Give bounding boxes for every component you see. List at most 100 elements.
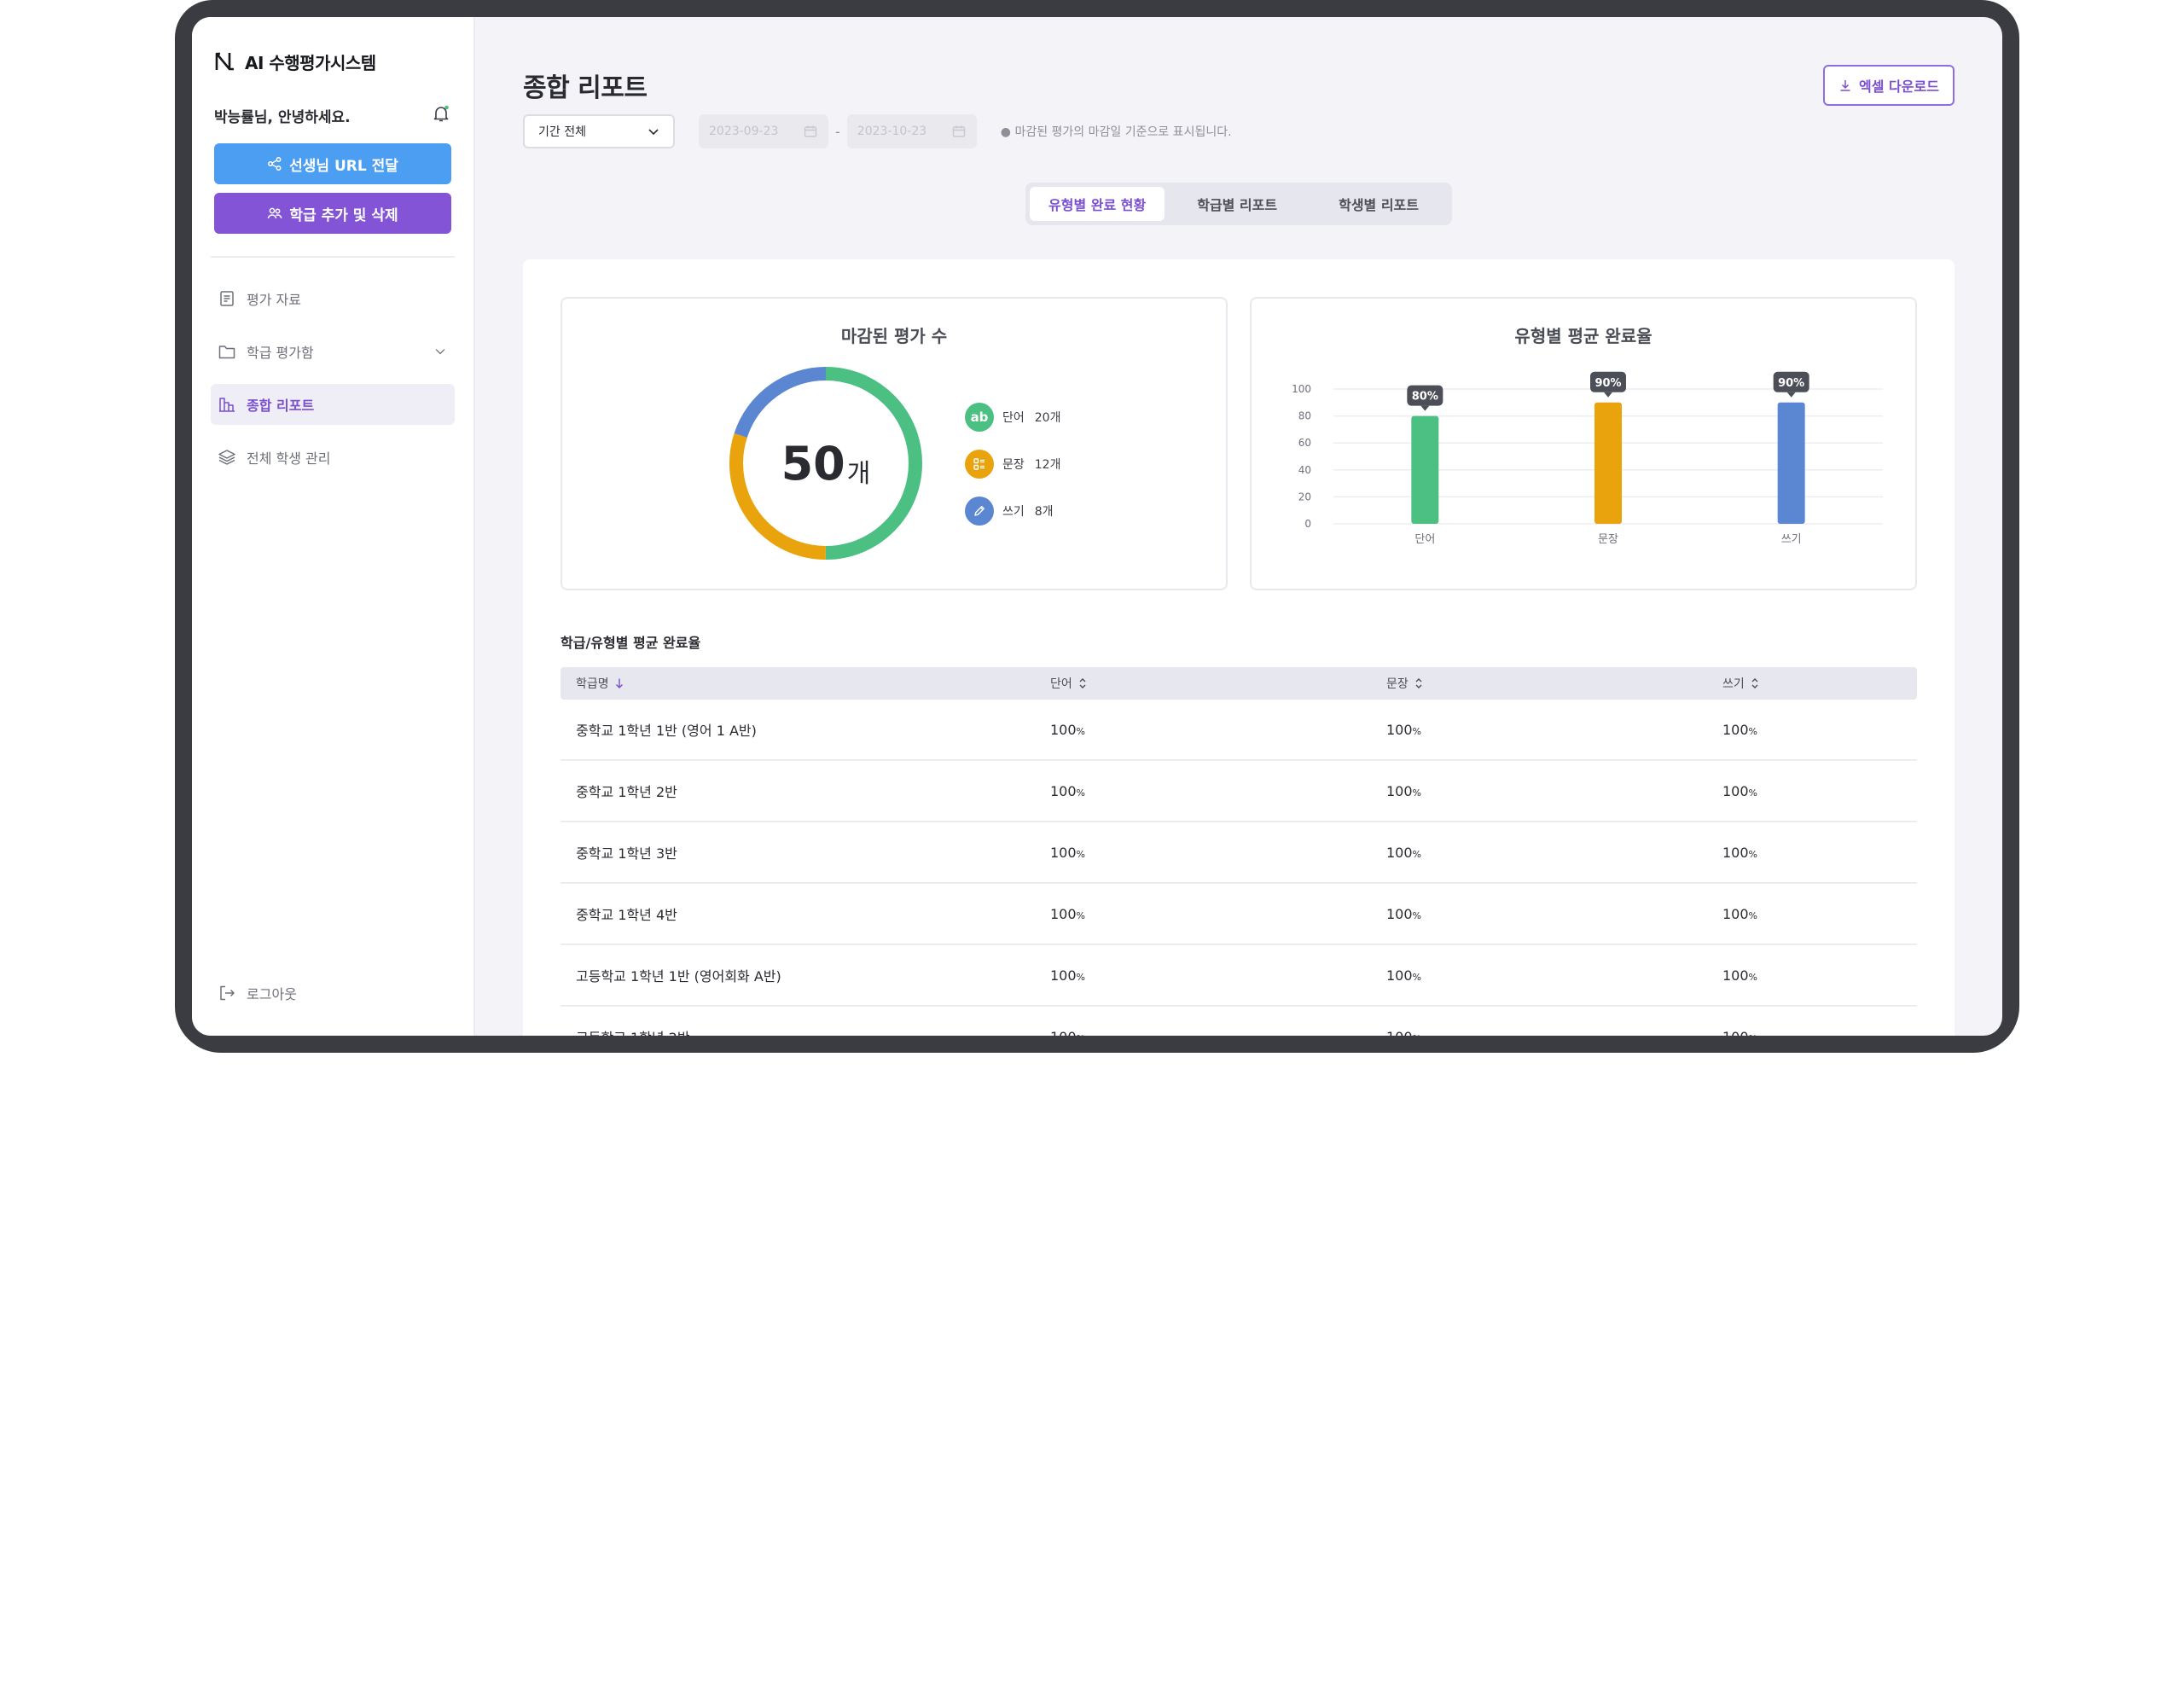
x-tick-label: 문장 [1598,533,1618,546]
folder-icon [218,346,235,359]
donut-total: 50 [781,436,845,491]
x-tick-label: 쓰기 [1781,533,1802,546]
share-url-button[interactable]: 선생님 URL 전달 [214,143,451,184]
sort-icon [1751,678,1758,688]
cell-sentence: 100% [1386,782,1421,799]
y-tick-label: 100 [1292,383,1311,395]
report-card: 마감된 평가 수 50 개 [523,259,1955,1036]
arrow-down-icon [615,678,623,688]
data-label-bubble: 90% [1590,371,1626,398]
filter-note: ● 마감된 평가의 마감일 기준으로 표시됩니다. [1000,125,1232,139]
sort-class-name[interactable]: 학급명 [561,675,1050,692]
end-date-value: 2023-10-23 [857,125,927,138]
logout-button[interactable]: 로그아웃 [214,976,300,1010]
table-row[interactable]: 중학교 1학년 1반 (영어 1 A반) 100% 100% 100% [561,700,1917,761]
header-word: 단어 [1050,677,1072,691]
closed-evaluations-panel: 마감된 평가 수 50 개 [561,297,1228,590]
tab-class-report[interactable]: 학급별 리포트 [1197,197,1278,213]
header-class-name: 학급명 [576,677,609,691]
device-frame: AI 수행평가시스템 박능률님, 안녕하세요. 선생님 URL 전달 학급 추가… [175,0,2019,1053]
layers-icon [218,450,235,465]
logo-icon [215,52,234,71]
sort-sentence[interactable]: 문장 [1386,675,1722,692]
sidebar-item-overall-report[interactable]: 종합 리포트 [211,384,455,425]
y-tick-label: 20 [1298,491,1311,502]
cell-sentence: 100% [1386,844,1421,861]
cell-word: 100% [1050,1029,1386,1037]
users-icon [268,207,282,219]
cell-word: 100% [1050,967,1085,984]
legend-item-word: ab 단어 20개 [965,403,1060,432]
cell-sentence: 100% [1386,1029,1722,1037]
header-writing: 쓰기 [1722,677,1745,691]
pencil-icon [965,497,994,526]
cell-class-name: 고등학교 1학년 1반 (영어회화 A반) [576,968,781,984]
cell-class-name: 중학교 1학년 2반 [576,784,677,800]
logo-text: AI 수행평가시스템 [245,52,376,73]
excel-download-button[interactable]: 엑셀 다운로드 [1823,65,1955,106]
table-row[interactable]: 중학교 1학년 4반 100% 100% 100% [561,884,1917,945]
logout-label: 로그아웃 [247,986,297,1002]
table-row[interactable]: 중학교 1학년 3반 100% 100% 100% [561,822,1917,884]
sort-icon [1079,678,1086,688]
tab-type-completion[interactable]: 유형별 완료 현황 [1030,187,1165,221]
logout-icon [220,985,235,1001]
cell-writing: 100% [1722,1029,1917,1037]
document-icon [220,291,234,306]
start-date-value: 2023-09-23 [709,125,779,138]
table-row[interactable]: 중학교 1학년 2반 100% 100% 100% [561,761,1917,822]
greeting: 박능률님, 안녕하세요. [214,108,351,126]
legend-count: 20개 [1034,411,1061,425]
header-sentence: 문장 [1386,677,1409,691]
app-logo[interactable]: AI 수행평가시스템 [212,46,451,77]
legend-count: 8개 [1034,505,1054,519]
closed-evaluations-title: 마감된 평가 수 [840,326,948,346]
table-row[interactable]: 고등학교 1학년 2반 100% 100% 100% [561,1007,1917,1037]
legend-label: 쓰기 [1002,505,1025,519]
legend-label: 문장 [1002,458,1025,472]
end-date-input[interactable]: 2023-10-23 [846,114,977,148]
sort-word[interactable]: 단어 [1050,675,1386,692]
sidebar-item-class-evaluations[interactable]: 학급 평가함 [211,331,455,372]
cell-word: 100% [1050,782,1085,799]
bell-icon[interactable] [431,103,451,127]
legend-item-writing: 쓰기 8개 [965,497,1060,526]
cell-sentence: 100% [1386,905,1421,922]
report-tabs: 유형별 완료 현황 학급별 리포트 학생별 리포트 [1025,183,1452,225]
bar-chart: 0 20 40 60 80 100 80% 단어 90% 문장 90% 쓰기 [1292,371,1883,546]
chevron-down-icon[interactable] [433,344,448,359]
sidebar-item-student-management[interactable]: 전체 학생 관리 [211,437,455,478]
share-icon [268,157,282,171]
chart-icon [219,398,235,412]
sidebar-item-evaluation-materials[interactable]: 평가 자료 [211,278,455,319]
cell-writing: 100% [1722,905,1757,922]
filter-bar: 기간 전체 2023-09-23 - 2023-10-23 ● 마감된 평가의 … [523,114,1955,148]
tab-student-report[interactable]: 학생별 리포트 [1339,197,1419,213]
sort-writing[interactable]: 쓰기 [1722,675,1917,692]
excel-download-label: 엑셀 다운로드 [1859,78,1939,95]
chevron-down-icon [648,129,659,136]
sidebar-item-label: 전체 학생 관리 [247,450,331,467]
y-tick-label: 60 [1298,437,1311,449]
donut-segment-1 [729,367,922,560]
manage-class-button[interactable]: 학급 추가 및 삭제 [214,193,451,234]
sidebar-nav: 평가 자료 학급 평가함 종합 리포트 전체 학생 관리 [211,278,455,478]
completion-rate-panel: 유형별 평균 완료율 0 20 40 60 80 100 80% 단어 90% 문장 90% 쓰기 [1250,297,1917,590]
period-select[interactable]: 기간 전체 [523,114,675,148]
y-tick-label: 80 [1298,410,1311,422]
y-tick-label: 40 [1298,464,1311,476]
chart-title: 유형별 평균 완료율 [1514,326,1653,346]
legend-item-sentence: 문장 12개 [965,450,1060,479]
cell-word: 100% [1050,905,1085,922]
sort-icon [1415,678,1422,688]
bar-0 [1411,415,1439,524]
cell-word: 100% [1050,844,1085,861]
donut-unit: 개 [846,459,871,489]
start-date-input[interactable]: 2023-09-23 [699,114,828,148]
donut-chart: 50 개 [729,367,922,560]
cell-writing: 100% [1722,844,1757,861]
date-separator: - [835,123,840,140]
sidebar-item-label: 평가 자료 [247,292,301,308]
table-row[interactable]: 고등학교 1학년 1반 (영어회화 A반) 100% 100% 100% [561,945,1917,1007]
data-label: 80% [1412,391,1438,404]
